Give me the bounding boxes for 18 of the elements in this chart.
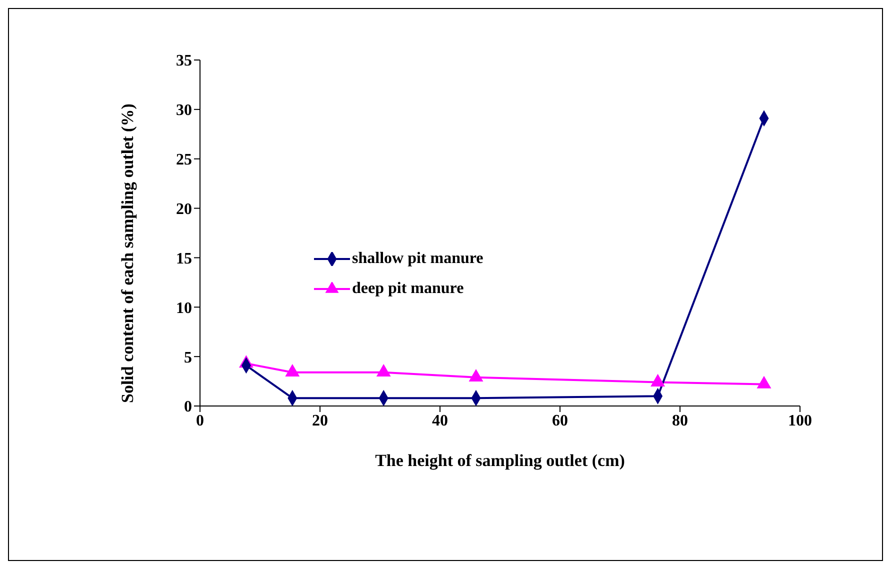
y-tick-label: 15 (176, 250, 192, 268)
y-tick-label: 35 (176, 52, 192, 70)
y-tick-label: 5 (184, 349, 192, 366)
y-tick-label: 10 (176, 300, 192, 317)
x-tick-label: 60 (552, 412, 568, 430)
y-tick-label: 0 (184, 398, 192, 416)
y-tick-label: 20 (176, 200, 192, 218)
x-tick-label: 80 (672, 412, 688, 430)
x-tick-label: 20 (312, 412, 328, 430)
legend-label: deep pit manure (352, 280, 464, 298)
legend-label: shallow pit manure (352, 250, 484, 268)
y-axis-title: Solid content of each sampling outlet (%) (118, 104, 138, 403)
x-tick-label: 100 (788, 412, 812, 430)
x-axis-title: The height of sampling outlet (cm) (375, 451, 625, 470)
y-tick-label: 25 (176, 152, 192, 169)
y-tick-label: 30 (176, 102, 192, 120)
x-tick-label: 40 (432, 412, 448, 430)
x-tick-label: 0 (196, 412, 204, 430)
